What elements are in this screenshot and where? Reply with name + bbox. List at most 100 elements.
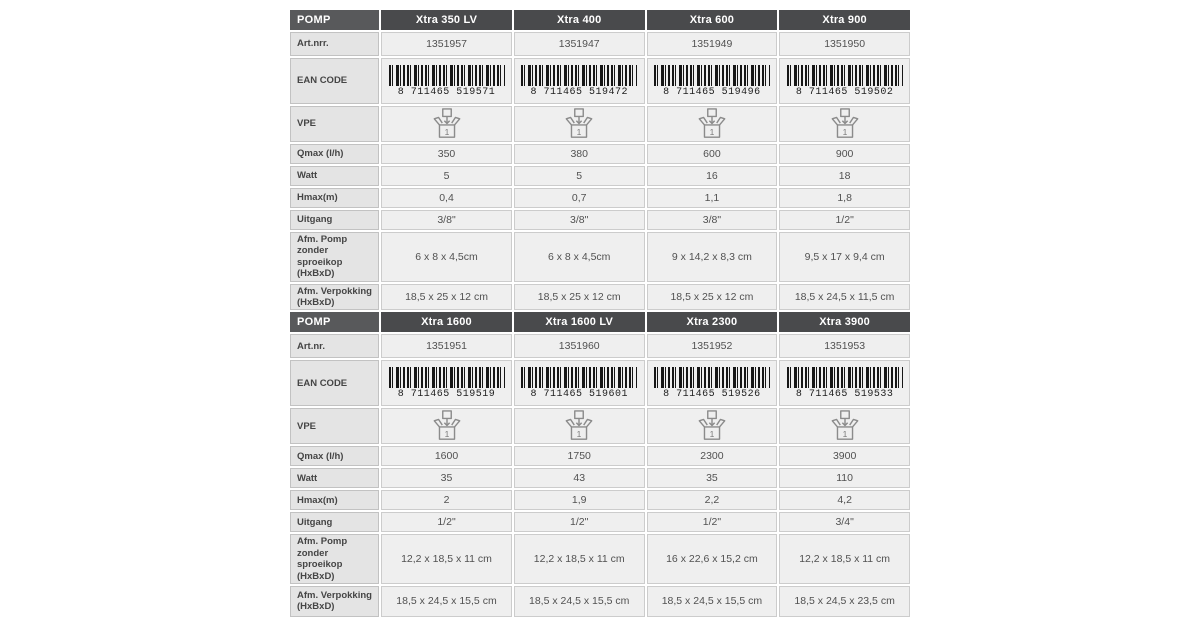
cell-artnr: 1351950 <box>779 32 910 56</box>
table-row: Afm. Verpokking (HxBxD) 18,5 x 24,5 x 15… <box>290 585 910 617</box>
column-header-model: Xtra 1600 LV <box>513 312 645 333</box>
cell-ean: 8 711465 519502 <box>779 58 910 104</box>
ean-barcode: 8 711465 519496 <box>653 65 770 98</box>
cell-hmax: 4,2 <box>779 490 910 511</box>
row-label-hmax: Hmax(m) <box>290 188 380 208</box>
barcode-bars <box>653 367 770 389</box>
cell-vpe: 1 <box>646 408 778 445</box>
barcode-bars <box>388 367 505 389</box>
cell-afm-pomp: 12,2 x 18,5 x 11 cm <box>381 534 512 584</box>
ean-barcode: 8 711465 519601 <box>521 367 638 400</box>
ean-number: 8 711465 519496 <box>663 87 761 98</box>
table-row: Afm. Verpokking (HxBxD) 18,5 x 25 x 12 c… <box>290 283 910 311</box>
row-label-uitgang: Uitgang <box>290 210 380 230</box>
cell-vpe: 1 <box>646 106 778 142</box>
barcode-bars <box>786 367 903 389</box>
cell-afm-verpakking: 18,5 x 24,5 x 11,5 cm <box>779 283 910 311</box>
svg-text:1: 1 <box>577 429 582 439</box>
row-label-vpe: VPE <box>290 408 380 445</box>
package-icon: 1 <box>698 108 726 138</box>
cell-afm-pomp: 9,5 x 17 x 9,4 cm <box>779 232 910 282</box>
svg-text:1: 1 <box>444 127 449 137</box>
row-label-artnr: Art.nr. <box>290 334 380 359</box>
cell-ean: 8 711465 519601 <box>513 360 645 407</box>
cell-artnr: 1351952 <box>646 334 778 359</box>
svg-text:1: 1 <box>444 429 449 439</box>
table-row: Uitgang 1/2" 1/2" 1/2" 3/4" <box>290 512 910 533</box>
cell-qmax: 350 <box>381 144 512 164</box>
cell-hmax: 2 <box>381 490 512 511</box>
pump-spec-table: POMP Xtra 350 LV Xtra 400 Xtra 600 Xtra … <box>288 8 912 619</box>
table-row: POMP Xtra 350 LV Xtra 400 Xtra 600 Xtra … <box>290 10 910 30</box>
table-row: Afm. Pomp zonder sproeikop (HxBxD) 12,2 … <box>290 534 910 584</box>
cell-artnr: 1351951 <box>381 334 512 359</box>
table-row: Art.nr. 1351951 1351960 1351952 1351953 <box>290 334 910 359</box>
column-header-model: Xtra 1600 <box>381 312 512 333</box>
cell-uitgang: 1/2" <box>779 210 910 230</box>
cell-hmax: 2,2 <box>646 490 778 511</box>
cell-qmax: 380 <box>513 144 645 164</box>
column-header-model: Xtra 400 <box>513 10 645 30</box>
table-row: Qmax (l/h) 350 380 600 900 <box>290 144 910 164</box>
ean-number: 8 711465 519519 <box>397 389 496 401</box>
row-label-afm-pomp: Afm. Pomp zonder sproeikop (HxBxD) <box>290 534 380 584</box>
table-row: Uitgang 3/8" 3/8" 3/8" 1/2" <box>290 210 910 230</box>
cell-hmax: 0,7 <box>513 188 645 208</box>
cell-uitgang: 1/2" <box>513 512 645 533</box>
cell-artnr: 1351947 <box>513 32 645 56</box>
cell-vpe: 1 <box>381 408 512 445</box>
table-row: VPE 1 1 <box>290 408 910 445</box>
barcode-bars <box>653 65 770 86</box>
column-header-model: Xtra 600 <box>646 10 778 30</box>
cell-hmax: 1,9 <box>513 490 645 511</box>
cell-ean: 8 711465 519519 <box>381 360 512 407</box>
cell-uitgang: 3/8" <box>381 210 512 230</box>
ean-number: 8 711465 519472 <box>530 87 628 98</box>
cell-watt: 35 <box>381 468 512 489</box>
row-label-afm-verpakking: Afm. Verpokking (HxBxD) <box>290 585 380 617</box>
row-label-vpe: VPE <box>290 106 380 142</box>
row-label-watt: Watt <box>290 468 380 489</box>
cell-afm-pomp: 9 x 14,2 x 8,3 cm <box>646 232 778 282</box>
barcode-bars <box>521 367 638 389</box>
row-label-watt: Watt <box>290 166 380 186</box>
cell-ean: 8 711465 519496 <box>646 58 778 104</box>
cell-watt: 18 <box>779 166 910 186</box>
barcode-bars <box>521 65 638 86</box>
ean-number: 8 711465 519502 <box>795 87 894 98</box>
cell-afm-verpakking: 18,5 x 24,5 x 23,5 cm <box>779 585 910 617</box>
ean-barcode: 8 711465 519533 <box>786 367 903 401</box>
cell-artnr: 1351953 <box>779 334 910 359</box>
cell-afm-pomp: 16 x 22,6 x 15,2 cm <box>646 534 778 584</box>
ean-number: 8 711465 519533 <box>795 389 894 401</box>
cell-afm-pomp: 12,2 x 18,5 x 11 cm <box>513 534 645 584</box>
row-label-uitgang: Uitgang <box>290 512 380 533</box>
cell-qmax: 900 <box>779 144 910 164</box>
cell-watt: 5 <box>381 166 512 186</box>
svg-text:1: 1 <box>842 429 847 439</box>
table-row: VPE 1 1 <box>290 106 910 142</box>
svg-text:1: 1 <box>710 127 715 137</box>
cell-uitgang: 1/2" <box>646 512 778 533</box>
table-row: Watt 5 5 16 18 <box>290 166 910 186</box>
cell-vpe: 1 <box>381 106 512 142</box>
cell-artnr: 1351960 <box>513 334 645 359</box>
cell-qmax: 3900 <box>779 446 910 467</box>
cell-ean: 8 711465 519533 <box>779 360 910 407</box>
barcode-bars <box>388 65 505 86</box>
svg-text:1: 1 <box>710 429 715 439</box>
row-label-afm-verpakking: Afm. Verpokking (HxBxD) <box>290 283 380 311</box>
cell-watt: 35 <box>646 468 778 489</box>
package-icon: 1 <box>698 410 726 441</box>
package-icon: 1 <box>433 410 460 441</box>
row-label-hmax: Hmax(m) <box>290 490 380 511</box>
pump-spec-sheet: POMP Xtra 350 LV Xtra 400 Xtra 600 Xtra … <box>288 8 912 619</box>
row-label-qmax: Qmax (l/h) <box>290 144 380 164</box>
table-row: Hmax(m) 0,4 0,7 1,1 1,8 <box>290 188 910 208</box>
svg-text:1: 1 <box>842 127 847 137</box>
table-row: POMP Xtra 1600 Xtra 1600 LV Xtra 2300 Xt… <box>290 312 910 333</box>
cell-ean: 8 711465 519472 <box>513 58 645 104</box>
column-header-model: Xtra 350 LV <box>381 10 512 30</box>
ean-number: 8 711465 519571 <box>397 87 496 98</box>
cell-ean: 8 711465 519571 <box>381 58 512 104</box>
